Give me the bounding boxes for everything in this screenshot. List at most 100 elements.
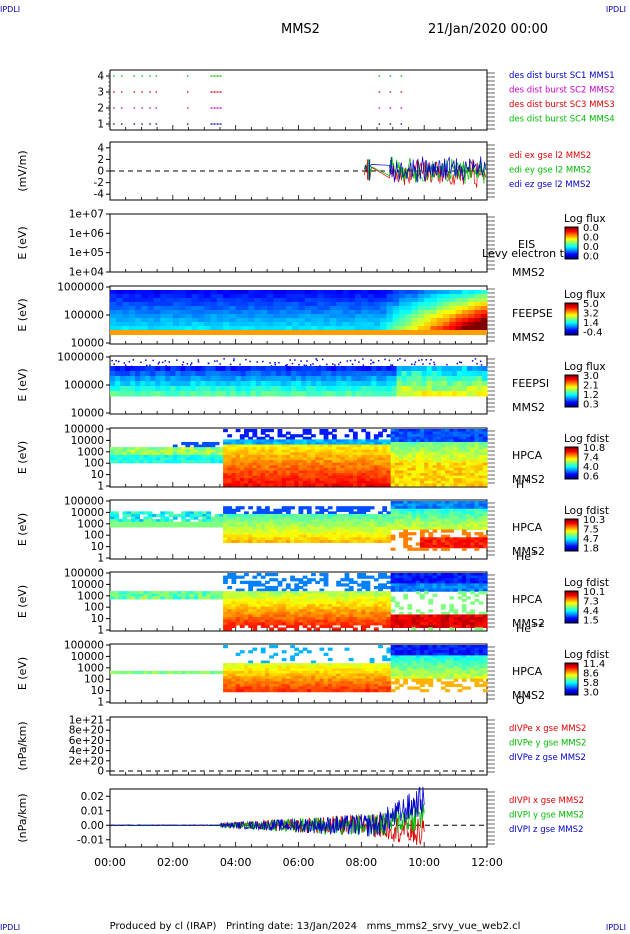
- feepsi-spectrogram-cell: [481, 386, 488, 392]
- hpca_he2-spectrogram-cell: [285, 604, 291, 608]
- hpca_h-spectrogram-cell: [277, 467, 283, 472]
- feepsi-spectrogram-cell: [245, 391, 252, 397]
- hpca_he2-spectrogram-cell: [294, 622, 300, 626]
- feepsi-spectrogram-cell: [480, 364, 483, 366]
- hpca_he1-spectrogram-cell: [361, 508, 367, 512]
- hpca_h-spectrogram-cell: [252, 454, 258, 459]
- hpca_h-spectrogram-cell: [235, 467, 241, 472]
- hpca_he1-spectrogram-cell: [327, 524, 333, 528]
- hpca_he1-spectrogram-cell: [160, 516, 166, 520]
- hpca_h-spectrogram-cell: [332, 444, 337, 448]
- feepsi-spectrogram-cell: [255, 381, 262, 387]
- hpca_h-spectrogram-cell: [277, 439, 283, 443]
- hpca_he1-spectrogram-cell: [193, 513, 199, 518]
- feepse-spectrogram-cell: [210, 318, 218, 323]
- hpca_he1-spectrogram-cell: [323, 529, 329, 533]
- hpca_he2-spectrogram-cell: [323, 619, 329, 623]
- hpca_he1-spectrogram-cell: [445, 521, 450, 525]
- feepsi-spectrogram-cell: [120, 376, 126, 382]
- feepse-spectrogram-cell: [204, 310, 212, 315]
- hpca_he1-spectrogram-cell: [281, 526, 287, 531]
- hpca_h-spectrogram-cell: [457, 447, 463, 451]
- feepse-spectrogram-cell: [153, 326, 161, 331]
- feepsi-spectrogram-cell: [250, 376, 257, 382]
- hpca_he1-spectrogram-cell: [403, 513, 409, 518]
- hpca_he1-spectrogram-cell: [369, 524, 375, 528]
- burst-interval-marker: [378, 91, 381, 93]
- feepse-spectrogram-cell: [172, 294, 180, 299]
- hpca_he1-spectrogram-cell: [415, 526, 421, 531]
- burst-legend-entry: des dist burst SC4 MMS4: [509, 115, 615, 125]
- feepsi-spectrogram-cell: [260, 381, 267, 387]
- hpca_h-spectrogram-cell: [143, 452, 149, 456]
- hpca_he1-spectrogram-cell: [160, 521, 166, 525]
- hpca_h-spectrogram-cell: [126, 449, 132, 453]
- hpca_h-spectrogram-cell: [319, 462, 325, 466]
- hpca_he1-spectrogram-cell: [210, 524, 216, 528]
- hpca_he1-spectrogram-cell: [365, 506, 371, 510]
- feepsi-spectrogram-cell: [225, 376, 232, 382]
- feepse-spectrogram-cell: [405, 294, 413, 299]
- hpca_he1-spectrogram-cell: [168, 519, 174, 523]
- hpca_he1-spectrogram-cell: [352, 534, 358, 538]
- hpca_he2-spectrogram-cell: [244, 609, 249, 613]
- hpca_h-spectrogram-cell: [256, 460, 262, 464]
- hpca_h-spectrogram-cell: [407, 439, 413, 443]
- hpca_he1-spectrogram-cell: [244, 539, 249, 544]
- hpca_he1-spectrogram-cell: [424, 521, 429, 525]
- feepsi-spectrogram-cell: [446, 366, 453, 372]
- hpca_h-spectrogram-cell: [323, 429, 329, 433]
- burst-interval-marker: [213, 75, 216, 77]
- hpca_he2-spectrogram-cell: [248, 583, 254, 587]
- feepsi-spectrogram-cell: [396, 376, 403, 382]
- hpca_h-spectrogram-cell: [440, 452, 446, 456]
- hpca_h-spectrogram-cell: [202, 460, 207, 464]
- feepse-spectrogram-cell: [436, 306, 444, 311]
- hpca_he1-spectrogram-cell: [323, 521, 329, 525]
- hpca_h-spectrogram-cell: [407, 444, 413, 448]
- hpca_h-spectrogram-cell: [419, 449, 425, 453]
- hpca_he1-spectrogram-cell: [428, 534, 434, 538]
- feepsi-spectrogram-cell: [289, 359, 291, 361]
- hpca_he2-spectrogram-cell: [235, 611, 241, 616]
- hpca_h-spectrogram-cell: [478, 465, 484, 469]
- hpca_he2-spectrogram-cell: [235, 619, 241, 623]
- hpca_he1-spectrogram-cell: [394, 513, 400, 518]
- hpca_h-spectrogram-cell: [478, 454, 484, 459]
- hpca_h-spectrogram-cell: [315, 439, 321, 443]
- feepse-spectrogram-cell: [235, 310, 243, 315]
- feepse-spectrogram-cell: [279, 290, 287, 295]
- hpca_he2-spectrogram-cell: [340, 622, 346, 626]
- hpca_he1-spectrogram-cell: [474, 513, 480, 518]
- eis-instrument-label: EIS: [518, 238, 535, 251]
- hpca_h-spectrogram-cell: [390, 436, 396, 440]
- feepse-spectrogram-cell: [216, 326, 224, 331]
- feepse-spectrogram-cell: [248, 302, 256, 307]
- feepse-spectrogram-cell: [355, 310, 362, 315]
- hpca_he1-spectrogram-cell: [147, 511, 153, 515]
- hpca_h-spectrogram-cell: [269, 465, 274, 469]
- hpca_he2-spectrogram-cell: [348, 601, 354, 605]
- hpca_h-spectrogram-cell: [306, 483, 312, 487]
- hpca_he1-spectrogram-cell: [244, 526, 249, 531]
- feepse-spectrogram-cell: [223, 290, 230, 295]
- hpca_h-spectrogram-cell: [197, 449, 203, 453]
- feepse-spectrogram-cell: [311, 310, 318, 315]
- feepse-spectrogram-cell: [235, 306, 243, 311]
- hpca_h-spectrogram-cell: [273, 480, 279, 485]
- hpca_he2-spectrogram-cell: [269, 601, 274, 605]
- hpca_he2-spectrogram-cell: [260, 593, 266, 597]
- hpca_h-spectrogram-cell: [239, 436, 245, 440]
- hpca_h-spectrogram-cell: [348, 462, 354, 466]
- hpca_he2-spectrogram-cell: [344, 604, 350, 608]
- feepsi-spectrogram-cell: [356, 391, 362, 397]
- feepsi-spectrogram-cell: [332, 363, 334, 365]
- hpca_he2-spectrogram-cell: [319, 617, 325, 621]
- feepse-spectrogram-cell: [267, 298, 274, 303]
- hpca_h-spectrogram-cell: [290, 462, 295, 466]
- hpca_he2-spectrogram-cell: [361, 624, 367, 629]
- hpca_he2-spectrogram-cell: [306, 580, 312, 584]
- hpca_h-spectrogram-cell: [415, 441, 421, 446]
- hpca_h-spectrogram-cell: [336, 465, 341, 469]
- hpca_he1-spectrogram-cell: [244, 519, 249, 523]
